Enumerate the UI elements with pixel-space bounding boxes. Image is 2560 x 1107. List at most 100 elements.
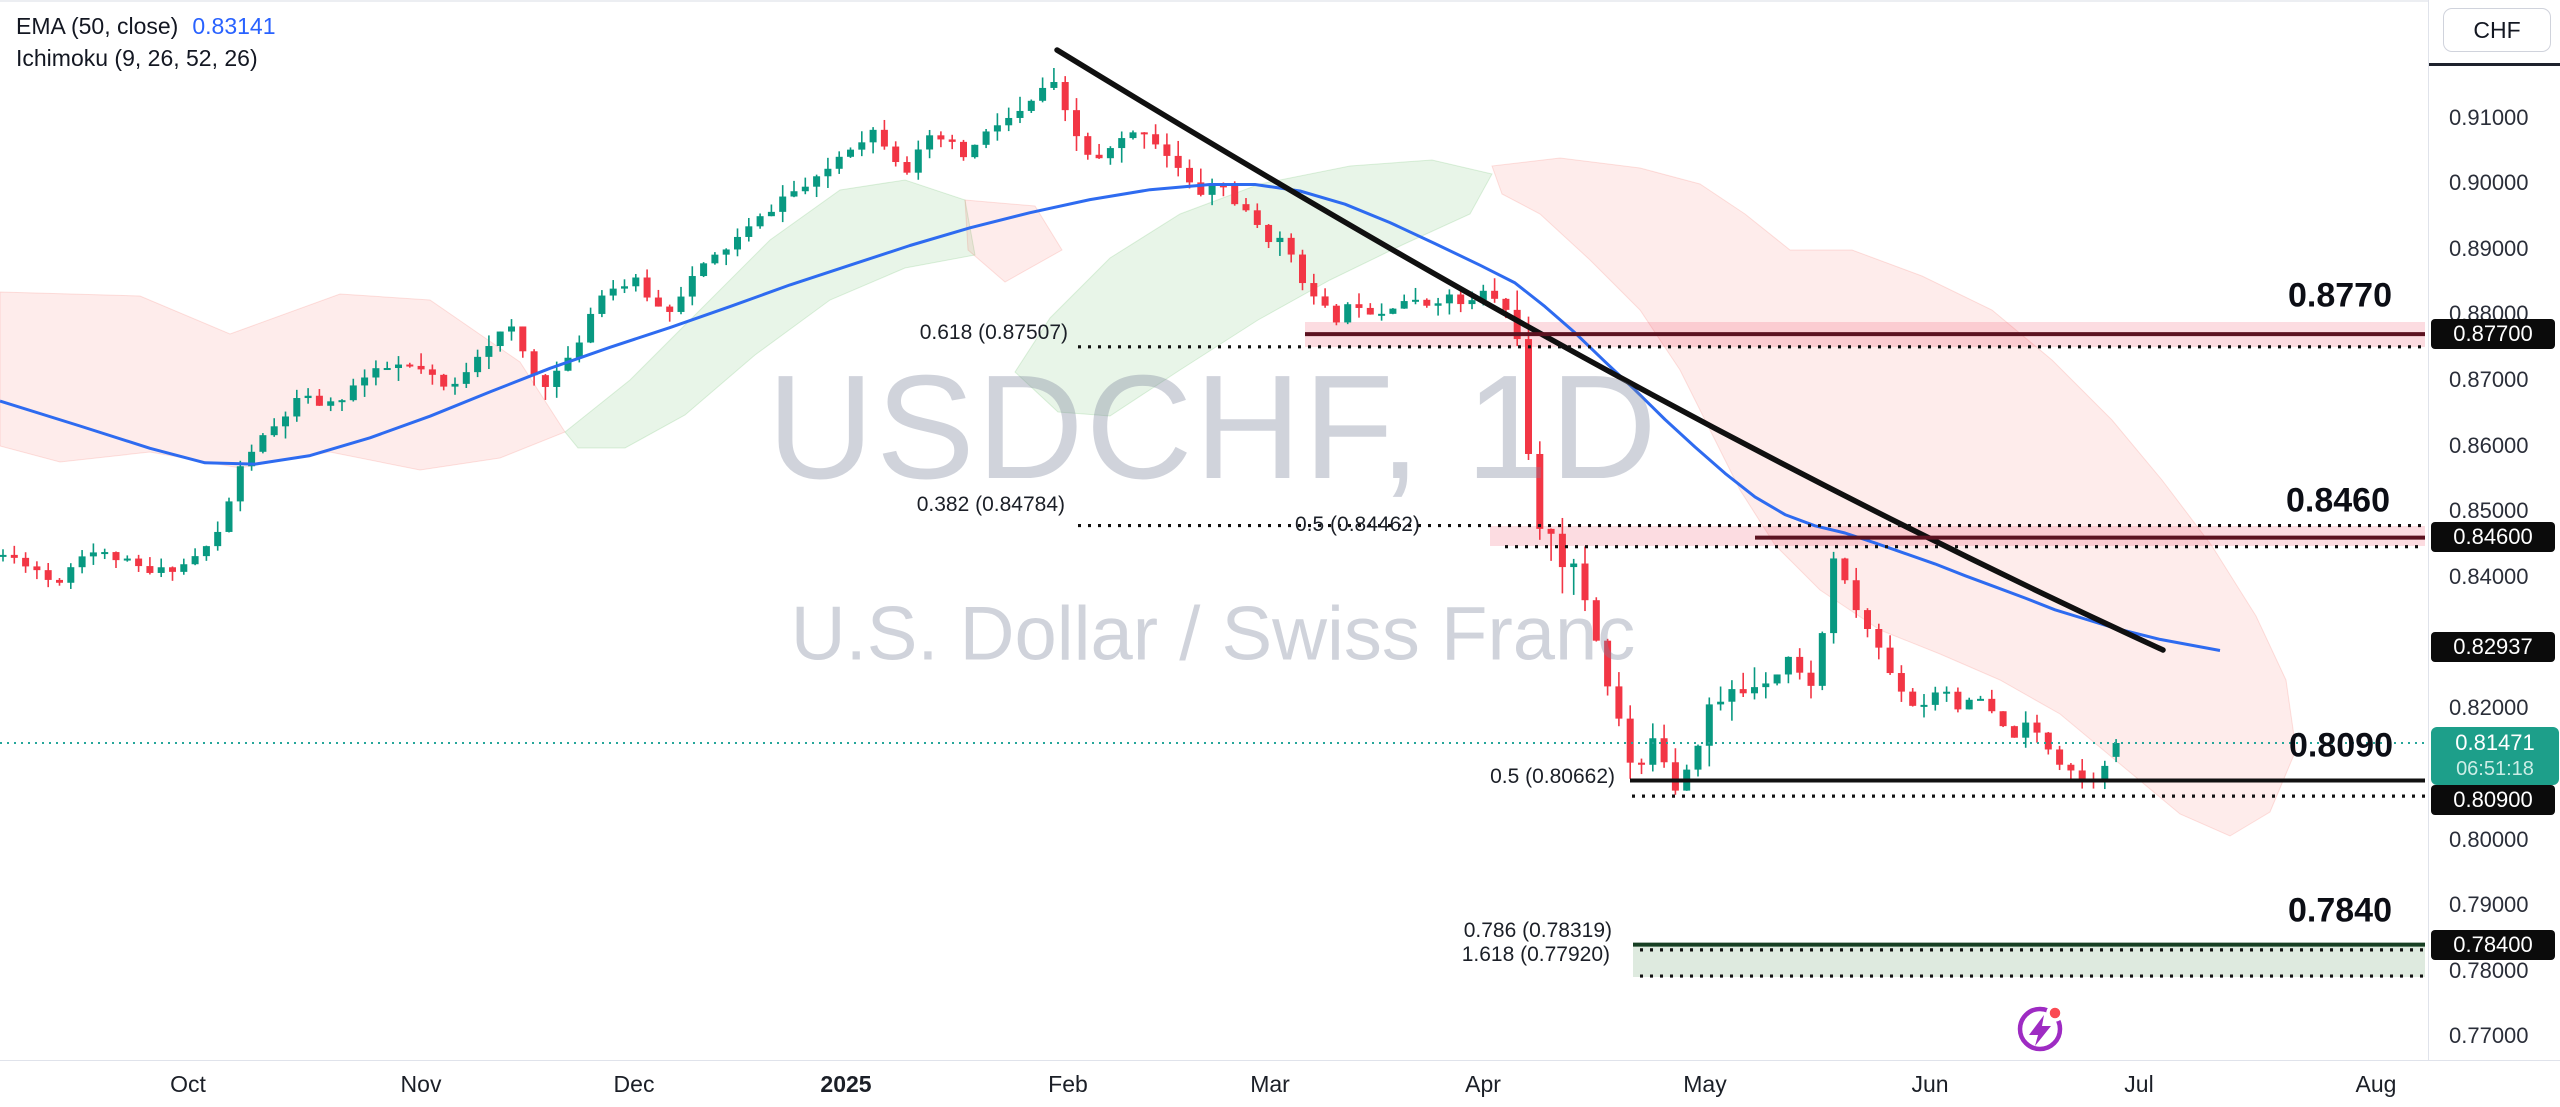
time-tick-label: Nov bbox=[400, 1071, 442, 1097]
price-tick-label: 0.91000 bbox=[2449, 104, 2529, 130]
candle-body bbox=[451, 383, 459, 387]
candle-body bbox=[496, 331, 504, 347]
fib-level-label: 0.382 (0.84784) bbox=[916, 493, 1065, 516]
candle-body bbox=[1491, 290, 1499, 299]
price-tick-label: 0.90000 bbox=[2449, 170, 2529, 196]
candle-body bbox=[1762, 683, 1770, 688]
candle-body bbox=[1931, 692, 1939, 705]
candle-body bbox=[135, 558, 143, 567]
time-tick-label: May bbox=[1683, 1071, 1727, 1097]
candle-body bbox=[169, 567, 176, 572]
candle-body bbox=[847, 149, 854, 157]
key-level-annotation: 0.8460 bbox=[2286, 481, 2390, 520]
candle-body bbox=[2022, 722, 2030, 738]
candle-body bbox=[666, 306, 674, 312]
candle-body bbox=[767, 211, 775, 217]
candle-body bbox=[1965, 699, 1973, 710]
ichimoku-cloud bbox=[964, 199, 1063, 283]
candle-body bbox=[56, 579, 63, 583]
candle-body bbox=[485, 346, 493, 357]
candle-body bbox=[1570, 563, 1578, 568]
candle-body bbox=[1242, 204, 1250, 211]
lightning-badge-button[interactable] bbox=[2012, 1000, 2072, 1060]
candle-body bbox=[270, 426, 278, 436]
candle-body bbox=[948, 139, 956, 142]
candle-body bbox=[1920, 704, 1928, 707]
candle-body bbox=[1728, 689, 1736, 702]
chart-canvas[interactable] bbox=[0, 0, 2428, 1060]
price-tick-label: 0.80000 bbox=[2449, 826, 2529, 852]
candle-body bbox=[880, 129, 888, 147]
time-tick-label: Apr bbox=[1465, 1071, 1501, 1097]
price-tick-label: 0.87000 bbox=[2449, 367, 2529, 393]
candle-body bbox=[1152, 134, 1160, 145]
candle-body bbox=[1943, 691, 1951, 694]
indicator-legend: EMA (50, close) 0.83141 Ichimoku (9, 26,… bbox=[16, 10, 275, 74]
candle-body bbox=[892, 146, 900, 163]
candle-body bbox=[1852, 580, 1860, 611]
candle-body bbox=[1265, 224, 1273, 243]
candle-body bbox=[1784, 656, 1792, 675]
candle-body bbox=[1299, 254, 1306, 284]
candle-body bbox=[1400, 301, 1408, 309]
candle-body bbox=[609, 288, 617, 296]
candle-body bbox=[1208, 185, 1216, 195]
candle-body bbox=[993, 125, 1001, 132]
candle-body bbox=[1977, 698, 1984, 701]
candle-body bbox=[1875, 629, 1883, 648]
candle-body bbox=[10, 554, 18, 558]
candle-body bbox=[1174, 155, 1182, 168]
price-tick-label: 0.78000 bbox=[2449, 957, 2529, 983]
lightning-bolt-icon bbox=[2029, 1015, 2051, 1046]
candle-body bbox=[1445, 294, 1453, 304]
time-tick-label: 2025 bbox=[820, 1071, 872, 1097]
candle-body bbox=[236, 466, 244, 502]
price-tick-label: 0.85000 bbox=[2449, 498, 2529, 524]
candle-body bbox=[541, 375, 549, 387]
candle-body bbox=[146, 566, 154, 573]
fib-level-label: 0.5 (0.80662) bbox=[1490, 765, 1615, 788]
candle-body bbox=[1378, 313, 1386, 316]
candle-body bbox=[2078, 770, 2086, 780]
candle-body bbox=[112, 552, 120, 561]
candle-body bbox=[1163, 144, 1171, 156]
candle-body bbox=[711, 254, 719, 264]
candle-body bbox=[813, 176, 821, 187]
candle-body bbox=[1344, 304, 1352, 323]
time-axis[interactable]: Oct Nov Dec 2025 Feb Mar Apr May Jun Jul Aug bbox=[0, 1060, 2560, 1107]
currency-toggle-button[interactable]: CHF bbox=[2443, 8, 2551, 52]
candle-body bbox=[1660, 738, 1668, 763]
candle-body bbox=[598, 295, 606, 314]
candle-body bbox=[315, 395, 323, 406]
candle-body bbox=[1005, 117, 1013, 126]
candle-body bbox=[259, 435, 267, 452]
candle-body bbox=[1355, 304, 1363, 308]
candle-body bbox=[123, 558, 131, 561]
legend-item-ichimoku[interactable]: Ichimoku (9, 26, 52, 26) bbox=[16, 42, 275, 74]
price-level-tag: 0.82937 bbox=[2431, 632, 2555, 662]
lightning-circle-icon bbox=[2017, 1006, 2063, 1052]
candle-body bbox=[1253, 210, 1261, 225]
candle-body bbox=[383, 368, 391, 371]
candle-body bbox=[1536, 453, 1544, 529]
candle-body bbox=[2010, 726, 2018, 738]
candle-body bbox=[553, 370, 561, 387]
legend-item-ema[interactable]: EMA (50, close) 0.83141 bbox=[16, 10, 275, 42]
candle-body bbox=[1604, 640, 1612, 687]
candle-body bbox=[1321, 296, 1329, 306]
candle-body bbox=[756, 216, 764, 227]
candle-body bbox=[1897, 673, 1905, 692]
bar-countdown: 06:51:18 bbox=[2456, 758, 2534, 780]
candle-body bbox=[835, 156, 843, 169]
candle-body bbox=[1332, 305, 1340, 323]
candle-body bbox=[1479, 290, 1487, 301]
candle-body bbox=[372, 368, 380, 378]
candle-body bbox=[971, 144, 979, 158]
candle-body bbox=[1412, 299, 1419, 302]
price-axis[interactable]: CHF 0.91000 0.90000 0.89000 0.88000 0.87000 0… bbox=[2428, 0, 2560, 1060]
candle-body bbox=[745, 226, 753, 237]
candle-body bbox=[677, 296, 685, 312]
candle-body bbox=[157, 567, 165, 573]
candle-body bbox=[1468, 300, 1476, 305]
